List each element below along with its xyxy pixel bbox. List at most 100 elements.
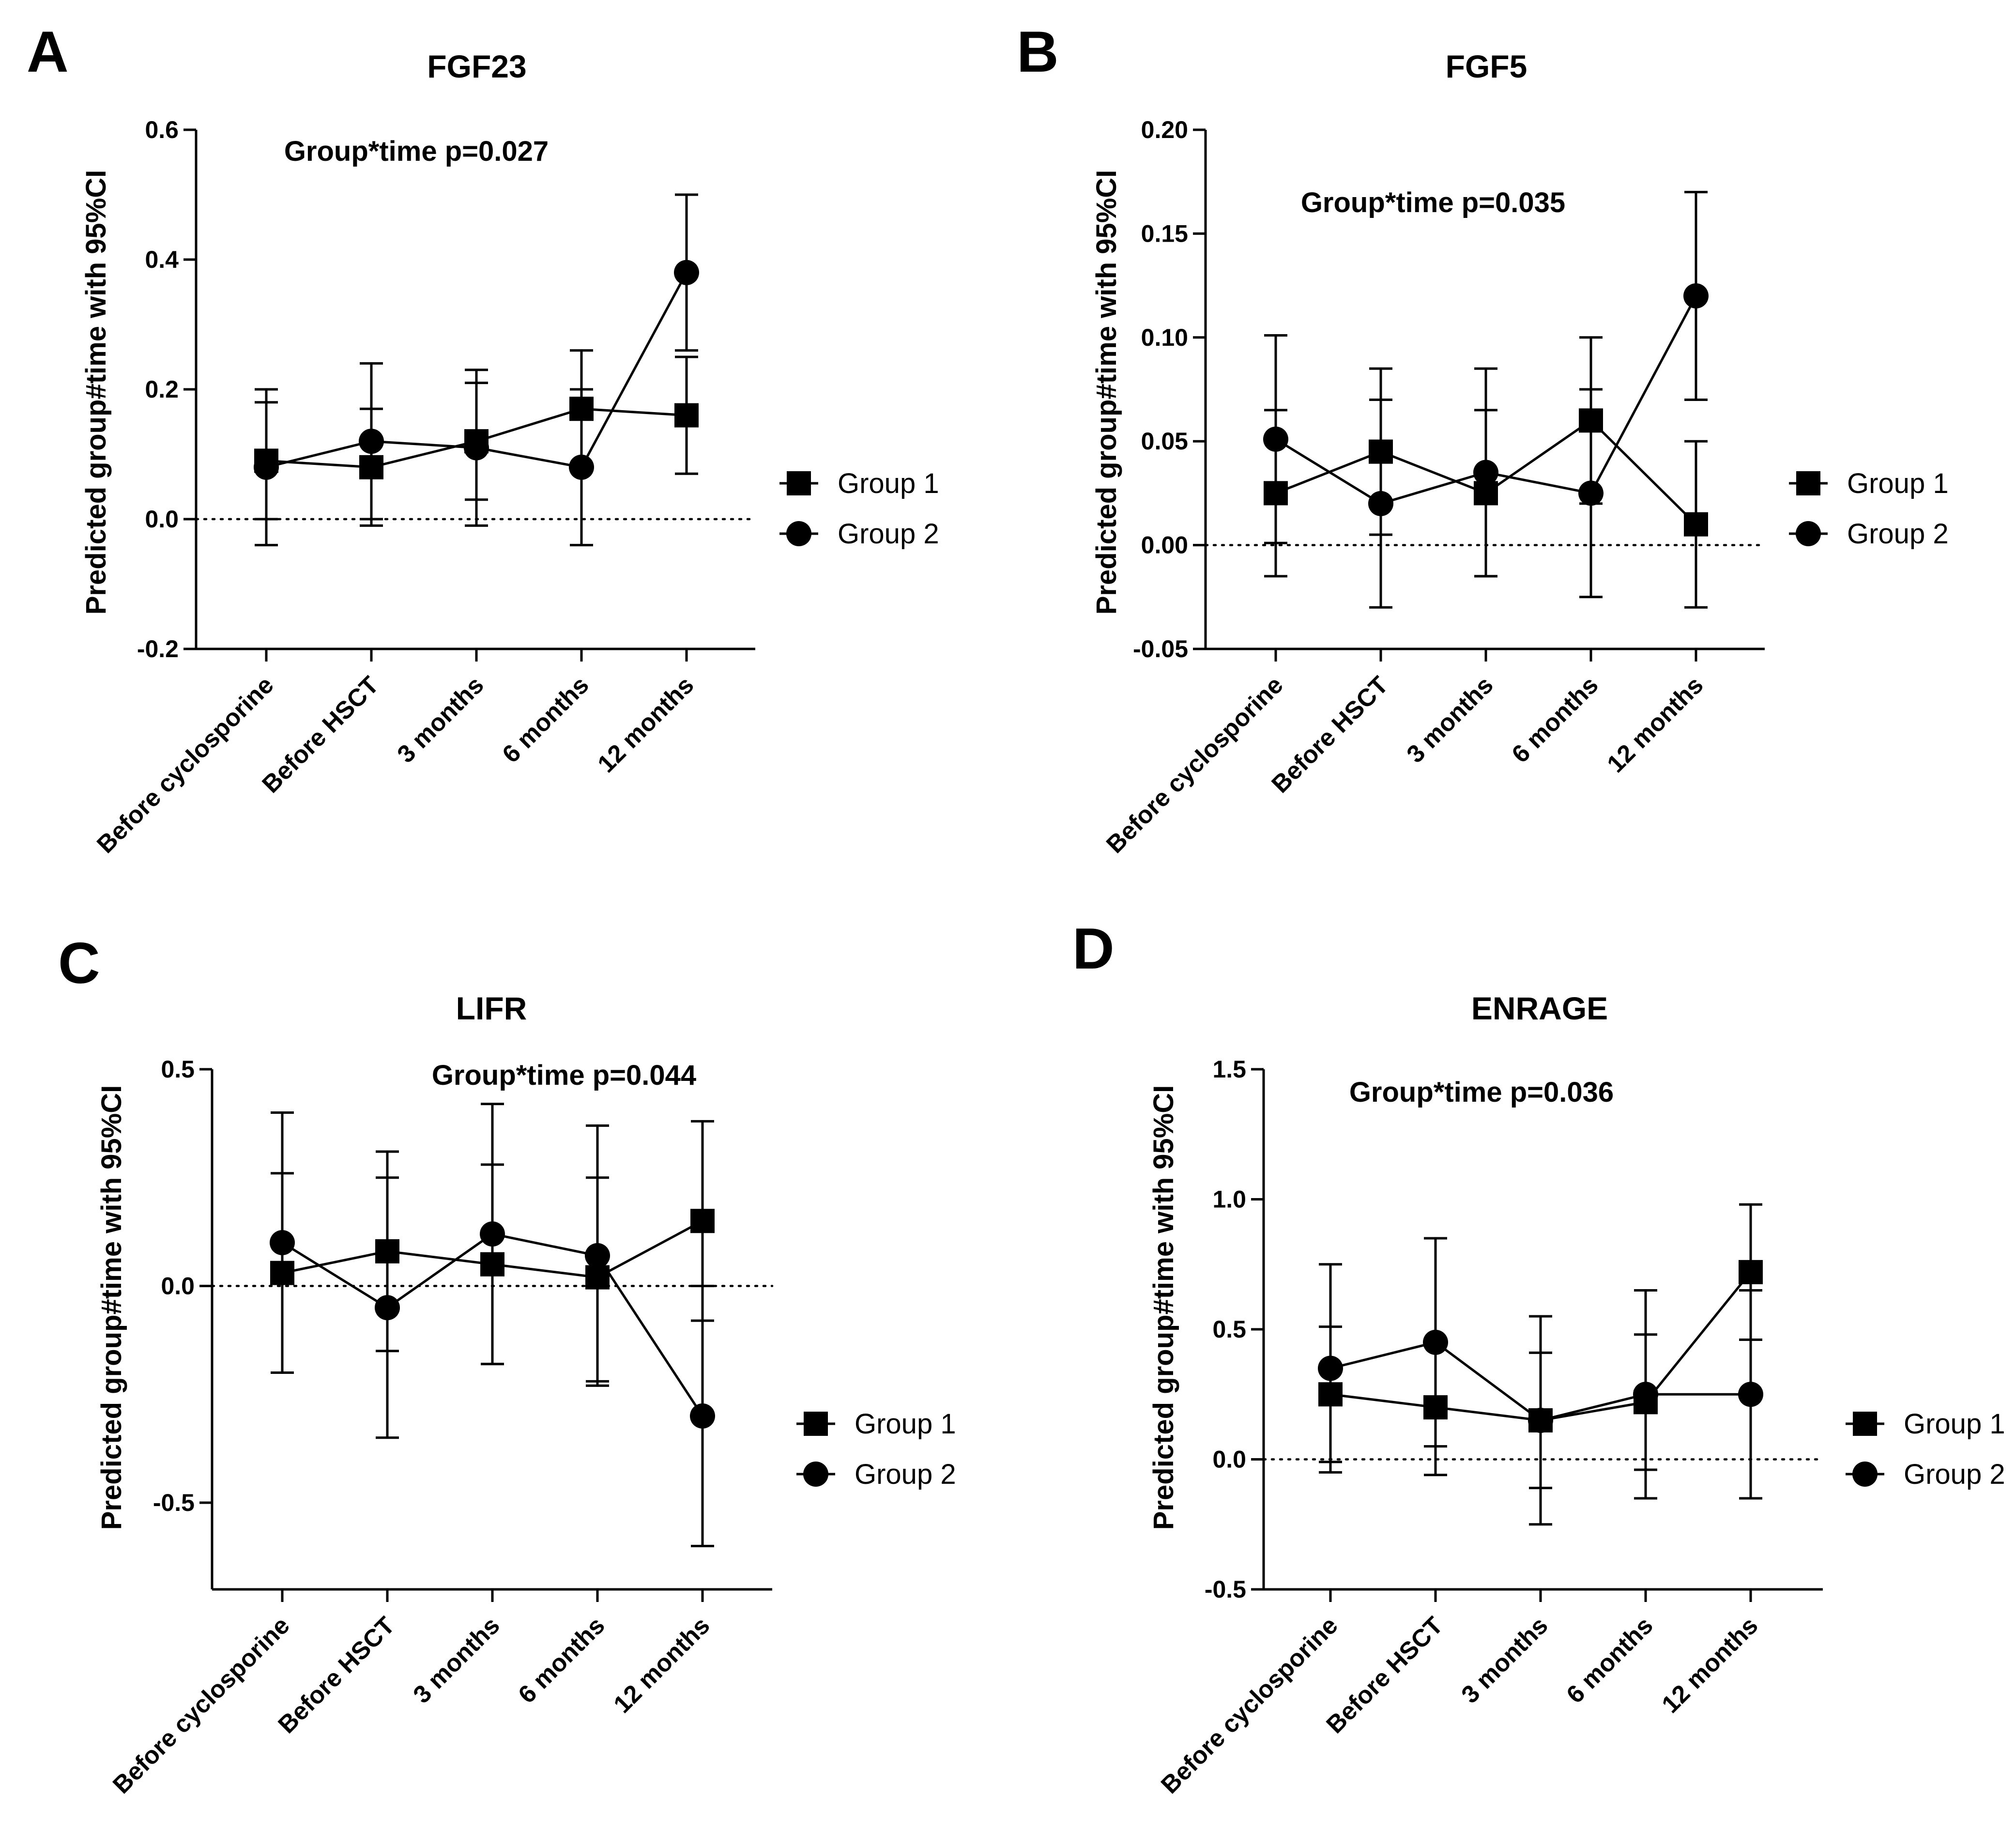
interaction-p-value: Group*time p=0.027 [284, 136, 549, 167]
legend-marker [803, 1462, 828, 1487]
legend: Group 1 Group 2 [1789, 468, 1949, 550]
y-axis-label: Predicted group#time with 95%CI [80, 170, 112, 615]
series-2 [1318, 1237, 1763, 1526]
legend-item-group-1: Group 1 [1789, 468, 1949, 499]
x-tick-label: 3 months [1456, 1611, 1553, 1708]
legend-marker [1796, 521, 1821, 546]
x-tick-label: 3 months [408, 1611, 505, 1708]
chart-title: FGF23 [427, 48, 526, 84]
legend-label: Group 2 [1904, 1459, 2005, 1490]
legend-item-group-2: Group 2 [1789, 518, 1949, 550]
x-tick-label: 6 months [513, 1611, 610, 1708]
series-2 [1263, 191, 1709, 609]
panel-c: C LIFR Group*time p=0.044 Predicted group#t… [58, 931, 956, 1799]
legend-label: Group 1 [1847, 468, 1949, 499]
data-point [1368, 491, 1393, 516]
legend-item-group-1: Group 1 [779, 468, 939, 499]
data-point [1318, 1355, 1343, 1381]
data-point [464, 435, 489, 461]
data-point [1738, 1382, 1763, 1407]
y-tick-label: -0.5 [153, 1489, 195, 1516]
y-tick-label: 0.10 [1141, 324, 1188, 351]
y-tick-label: 0.5 [1212, 1316, 1246, 1343]
x-tick-label: 12 months [1602, 671, 1709, 778]
panel-letter: A [27, 19, 69, 84]
panel-b: B FGF5 Group*time p=0.035 Predicted group#t… [1017, 19, 1949, 858]
x-tick-label: 6 months [497, 671, 594, 768]
y-axis-label: Predicted group#time with 95%CI [1148, 1085, 1179, 1530]
panel-letter: C [58, 931, 100, 996]
legend-label: Group 1 [838, 468, 939, 499]
legend-item-group-1: Group 1 [1846, 1408, 2005, 1440]
interaction-p-value: Group*time p=0.036 [1349, 1077, 1614, 1108]
y-tick-label: 0.0 [145, 506, 179, 533]
data-point [1739, 1260, 1763, 1284]
y-tick-label: 0.4 [145, 246, 179, 273]
data-point [480, 1221, 505, 1247]
x-tick-label: 6 months [1561, 1611, 1658, 1708]
chart-title: ENRAGE [1471, 990, 1608, 1026]
legend-item-group-2: Group 2 [1846, 1459, 2005, 1490]
x-tick-label: 3 months [392, 671, 489, 768]
x-tick-label: Before cyclosporine [107, 1611, 295, 1799]
x-tick-label: 3 months [1401, 671, 1498, 768]
data-point [1263, 426, 1288, 452]
y-tick-label: 1.5 [1212, 1056, 1246, 1083]
data-point [690, 1403, 715, 1429]
y-tick-label: 0.0 [1212, 1446, 1246, 1473]
legend-label: Group 2 [838, 518, 939, 550]
data-point [1633, 1382, 1658, 1407]
x-tick-label: Before cyclosporine [92, 671, 279, 858]
y-axis-label: Predicted group#time with 95%CI [96, 1085, 127, 1530]
y-tick-label: 0.2 [145, 376, 179, 403]
data-point [359, 429, 384, 454]
y-tick-label: 0.5 [161, 1056, 195, 1083]
y-tick-label: 0.00 [1141, 532, 1188, 559]
data-point [1528, 1407, 1553, 1433]
interaction-p-value: Group*time p=0.035 [1301, 187, 1565, 218]
y-tick-label: 0.20 [1141, 116, 1188, 143]
y-tick-label: -0.05 [1133, 635, 1188, 662]
panel-letter: D [1072, 916, 1115, 981]
legend-label: Group 2 [1847, 518, 1949, 550]
data-point [1473, 460, 1498, 485]
legend-marker [1796, 471, 1820, 495]
y-tick-label: -0.2 [137, 635, 179, 662]
data-point [690, 1209, 715, 1233]
x-tick-label: 6 months [1506, 671, 1604, 768]
x-tick-label: 12 months [1656, 1611, 1763, 1718]
x-tick-label: Before cyclosporine [1101, 671, 1288, 858]
x-tick-label: Before cyclosporine [1156, 1611, 1343, 1799]
legend-marker [786, 521, 811, 546]
legend-label: Group 2 [855, 1459, 956, 1490]
y-tick-label: 0.6 [145, 116, 179, 143]
legend-item-group-2: Group 2 [796, 1459, 956, 1490]
y-axis-label: Predicted group#time with 95%CI [1091, 170, 1122, 615]
series-2 [270, 1103, 715, 1547]
y-tick-label: 0.05 [1141, 428, 1188, 455]
legend: Group 1 Group 2 [796, 1408, 956, 1490]
legend-marker [1852, 1462, 1878, 1487]
data-point [569, 454, 594, 480]
data-point [585, 1243, 610, 1268]
interaction-p-value: Group*time p=0.044 [432, 1060, 696, 1091]
chart-title: FGF5 [1446, 48, 1527, 84]
legend-marker [804, 1412, 828, 1436]
y-tick-label: 1.0 [1212, 1186, 1246, 1213]
data-point [375, 1295, 400, 1321]
data-point [674, 260, 699, 285]
data-point [1684, 512, 1708, 537]
x-tick-label: 12 months [592, 671, 699, 778]
data-point [1683, 283, 1709, 309]
legend-label: Group 1 [1904, 1408, 2005, 1440]
y-tick-label: -0.5 [1205, 1576, 1246, 1603]
legend: Group 1 Group 2 [1846, 1408, 2005, 1490]
legend-marker [1853, 1412, 1877, 1436]
y-tick-label: 0.0 [161, 1273, 195, 1300]
legend: Group 1 Group 2 [779, 468, 939, 550]
legend-label: Group 1 [855, 1408, 956, 1440]
data-point [674, 403, 699, 428]
data-point [1423, 1329, 1448, 1355]
legend-item-group-2: Group 2 [779, 518, 939, 550]
